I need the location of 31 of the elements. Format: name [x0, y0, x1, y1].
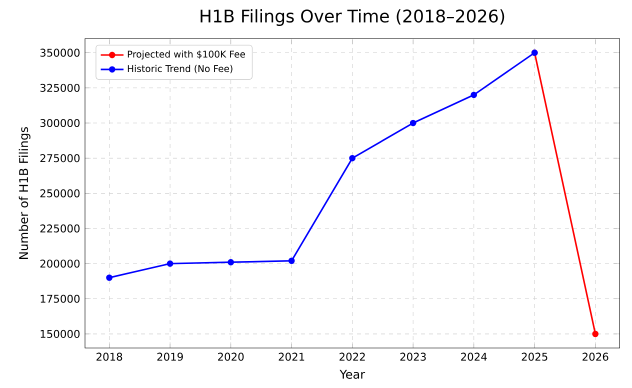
x-tick-label: 2022	[340, 352, 365, 361]
y-tick-label: 175000	[40, 294, 80, 303]
y-tick-label: 225000	[40, 224, 80, 233]
x-tick-label: 2024	[461, 352, 487, 361]
y-tick-label: 150000	[40, 330, 80, 338]
legend-label: Historic Trend (No Fee)	[128, 64, 232, 74]
x-tick-label: 2023	[400, 352, 426, 361]
x-tick-label: 2018	[96, 352, 122, 361]
y-axis-title: Number of H1B Filings	[18, 127, 30, 259]
x-tick-label: 2025	[522, 352, 548, 361]
point	[106, 274, 113, 281]
y-tick-label: 350000	[40, 48, 80, 57]
point	[470, 92, 478, 98]
x-tick-label: 2026	[582, 352, 608, 361]
point	[592, 330, 599, 338]
x-tick-label: 2020	[218, 352, 244, 361]
point	[349, 154, 356, 162]
y-tick-label: 275000	[40, 154, 80, 162]
point	[228, 259, 234, 266]
chart-title: H1B Filings Over Time (2018–2026)	[200, 9, 504, 26]
legend-label: Projected with $100K Fee	[128, 50, 246, 60]
point	[288, 258, 295, 264]
y-tick-label: 200000	[40, 260, 80, 268]
x-tick-label: 2019	[157, 352, 183, 361]
x-axis-title: Year	[340, 370, 366, 379]
point	[410, 120, 416, 126]
y-tick-label: 325000	[40, 84, 80, 92]
x-tick-label: 2021	[278, 352, 304, 361]
y-tick-label: 250000	[40, 189, 80, 198]
y-tick-label: 300000	[40, 118, 80, 128]
point	[166, 260, 174, 267]
